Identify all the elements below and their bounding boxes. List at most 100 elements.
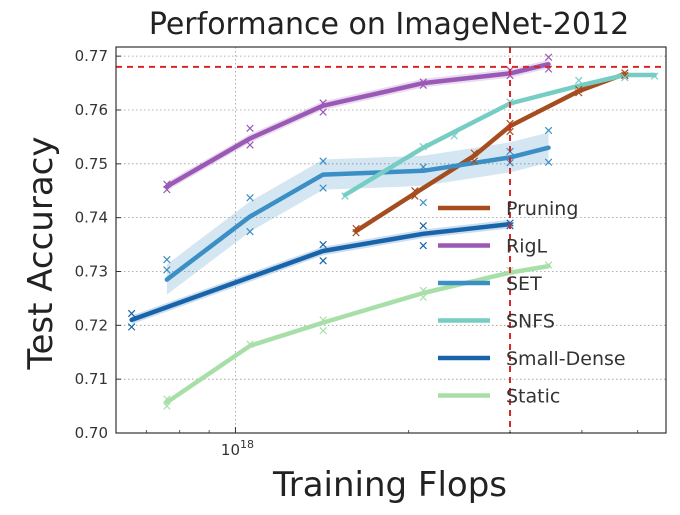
sample-marker-static — [419, 293, 427, 302]
marker-stroke — [319, 240, 327, 249]
sample-marker-static — [319, 326, 327, 335]
marker-stroke — [319, 184, 327, 192]
reference-lines — [116, 47, 666, 433]
sample-marker-static — [419, 286, 427, 295]
marker-stroke — [419, 293, 427, 302]
sample-marker-snfs — [419, 142, 427, 151]
series-band-set — [166, 132, 549, 295]
marker-stroke — [319, 108, 327, 116]
sample-marker-pruning — [411, 187, 419, 195]
sample-marker-set — [544, 158, 553, 166]
marker-stroke — [419, 241, 427, 250]
series-line-rigl — [164, 61, 551, 189]
sample-marker-pruning — [621, 71, 629, 80]
marker-stroke — [650, 72, 659, 80]
legend-label-pruning: Pruning — [506, 198, 578, 220]
marker-stroke — [470, 149, 478, 157]
x-axis-label: Training Flops — [272, 465, 507, 505]
sample-marker-rigl — [506, 71, 514, 80]
series-line-small-dense — [129, 221, 513, 323]
sample-markers — [127, 53, 659, 410]
marker-stroke — [544, 261, 553, 269]
legend: Pruning RigL SET SNFS Small-Dense Static — [438, 198, 626, 408]
marker-stroke — [246, 227, 254, 236]
marker-stroke — [621, 71, 629, 80]
marker-stroke — [319, 99, 327, 107]
x-tick-label: 1018 — [221, 438, 254, 459]
sample-marker-rigl — [544, 53, 553, 61]
sample-marker-set — [419, 163, 427, 171]
marker-stroke — [544, 53, 553, 61]
sample-marker-small-dense — [419, 241, 427, 250]
sample-marker-set — [163, 266, 171, 274]
sample-marker-pruning — [411, 192, 419, 200]
legend-label-small-dense: Small-Dense — [506, 348, 626, 370]
marker-stroke — [544, 126, 553, 135]
sample-marker-set — [419, 198, 427, 207]
sample-marker-set — [163, 255, 171, 264]
y-tick-label: 0.72 — [75, 316, 108, 334]
sample-marker-rigl — [319, 108, 327, 116]
legend-label-static: Static — [506, 386, 560, 408]
sample-marker-small-dense — [419, 222, 427, 230]
sample-marker-rigl — [419, 81, 427, 89]
marker-stroke — [450, 132, 458, 140]
marker-stroke — [506, 71, 514, 80]
series-line-pruning — [353, 71, 628, 234]
marker-stroke — [506, 119, 514, 128]
sample-marker-small-dense — [319, 257, 327, 265]
sample-marker-set — [319, 184, 327, 192]
sample-marker-static — [246, 340, 254, 348]
marker-stroke — [246, 340, 254, 348]
sample-marker-rigl — [419, 78, 427, 86]
sample-marker-set — [246, 227, 254, 236]
marker-stroke — [246, 141, 254, 149]
marker-stroke — [319, 157, 327, 165]
marker-stroke — [341, 192, 349, 200]
y-tick-label: 0.71 — [75, 370, 108, 388]
sample-marker-small-dense — [127, 323, 136, 331]
series-lines — [129, 61, 657, 405]
series-line-set — [164, 145, 551, 282]
marker-stroke — [319, 257, 327, 265]
marker-stroke — [163, 266, 171, 274]
marker-stroke — [352, 224, 360, 233]
sample-marker-static — [163, 395, 171, 403]
legend-label-rigl: RigL — [506, 236, 548, 258]
marker-stroke — [319, 316, 327, 324]
sample-marker-pruning — [575, 85, 583, 94]
sample-marker-set — [544, 126, 553, 135]
sample-marker-set — [246, 194, 254, 202]
sample-marker-pruning — [506, 127, 514, 136]
sample-marker-rigl — [163, 180, 171, 189]
marker-stroke — [246, 124, 254, 133]
sample-marker-pruning — [352, 224, 360, 233]
sample-marker-snfs — [621, 73, 629, 82]
y-axis-label: Test Accuracy — [21, 137, 61, 371]
series-line-static — [164, 263, 551, 405]
marker-stroke — [127, 309, 136, 318]
sample-marker-pruning — [506, 119, 514, 128]
marker-stroke — [544, 158, 553, 166]
axis-ticks: 0.70 0.71 0.72 0.73 0.74 0.75 0.76 0.77 1018 — [75, 47, 639, 459]
sample-marker-small-dense — [127, 309, 136, 318]
sample-marker-rigl — [319, 99, 327, 107]
sample-marker-static — [319, 316, 327, 324]
marker-stroke — [575, 85, 583, 94]
sample-marker-rigl — [246, 141, 254, 149]
sample-marker-set — [319, 157, 327, 165]
sample-marker-rigl — [163, 185, 171, 194]
plot-frame — [115, 46, 667, 434]
series-line-snfs — [342, 72, 657, 198]
marker-stroke — [575, 76, 583, 85]
marker-stroke — [506, 98, 514, 106]
sample-marker-snfs — [341, 192, 349, 200]
marker-stroke — [163, 402, 171, 410]
y-tick-label: 0.74 — [75, 209, 108, 227]
marker-stroke — [506, 127, 514, 136]
y-tick-label: 0.75 — [75, 155, 108, 173]
sample-marker-static — [544, 261, 553, 269]
y-tick-label: 0.77 — [75, 47, 108, 65]
marker-stroke — [163, 180, 171, 189]
